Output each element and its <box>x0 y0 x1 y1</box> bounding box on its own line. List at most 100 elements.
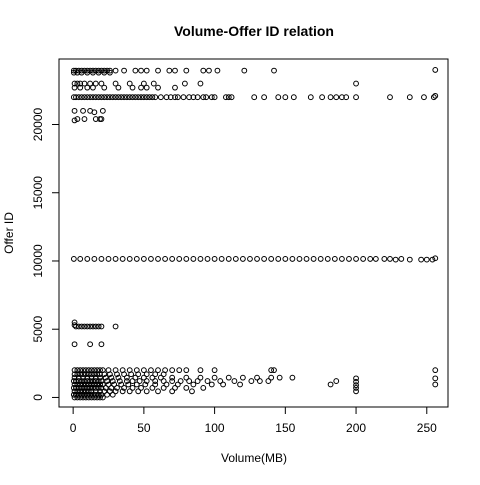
data-point <box>115 84 122 91</box>
data-point <box>271 67 277 74</box>
data-point <box>152 94 159 101</box>
data-point <box>324 256 331 262</box>
data-point <box>112 94 119 101</box>
data-point <box>239 374 246 381</box>
data-point <box>126 388 133 395</box>
data-point <box>155 367 161 374</box>
data-point <box>92 116 99 122</box>
data-point <box>74 394 81 401</box>
data-point <box>381 256 388 262</box>
data-point <box>98 341 105 348</box>
data-point <box>228 94 235 101</box>
data-point <box>177 378 184 384</box>
data-point <box>98 116 105 122</box>
x-axis: 0 50 100 150 200 250 <box>70 406 437 435</box>
data-point <box>275 94 282 101</box>
data-point <box>138 384 144 391</box>
data-point <box>183 384 190 391</box>
data-point <box>129 384 136 391</box>
data-point <box>204 256 211 262</box>
data-point <box>81 94 88 101</box>
data-point <box>132 67 139 74</box>
data-point <box>78 94 85 101</box>
data-point <box>116 378 123 384</box>
data-point <box>339 94 345 101</box>
data-point <box>206 67 212 74</box>
data-point <box>77 388 84 395</box>
data-point <box>108 374 115 381</box>
data-point <box>82 388 89 395</box>
data-point <box>99 381 106 388</box>
data-point <box>81 384 88 391</box>
data-point <box>94 371 101 378</box>
data-point <box>289 374 296 381</box>
data-point <box>90 94 96 101</box>
data-point <box>77 84 84 91</box>
data-point <box>190 381 197 388</box>
data-point <box>104 391 110 398</box>
data-point <box>128 371 135 378</box>
data-point <box>126 94 133 101</box>
data-point <box>155 388 161 395</box>
data-point <box>183 67 190 74</box>
data-point <box>119 388 126 395</box>
data-point <box>94 367 101 374</box>
data-point <box>84 94 91 101</box>
data-point <box>162 256 168 262</box>
data-point <box>256 378 263 384</box>
data-point <box>194 94 201 101</box>
data-point <box>80 381 86 388</box>
data-point <box>135 94 142 101</box>
data-point <box>74 80 81 87</box>
data-point <box>143 94 150 101</box>
data-point <box>112 323 119 330</box>
data-point <box>406 94 413 101</box>
data-point <box>174 94 181 101</box>
data-point <box>398 256 405 262</box>
data-point <box>75 391 82 398</box>
data-point <box>138 84 144 91</box>
data-point <box>149 94 156 101</box>
data-point <box>172 84 178 91</box>
y-tick-label: 15000 <box>31 176 45 210</box>
data-point <box>75 384 82 391</box>
data-point <box>74 367 81 374</box>
data-point <box>135 371 142 378</box>
data-point <box>140 80 147 87</box>
data-point <box>84 323 91 330</box>
data-point <box>70 69 77 76</box>
data-point <box>132 94 139 101</box>
data-point <box>84 256 91 262</box>
data-point <box>101 84 108 91</box>
data-point <box>84 67 91 74</box>
x-tick-label: 250 <box>417 421 437 435</box>
data-point <box>92 384 99 391</box>
data-point <box>75 374 82 381</box>
data-point <box>101 94 108 101</box>
data-point <box>87 94 94 101</box>
data-point <box>81 378 88 384</box>
data-point <box>353 94 359 101</box>
data-point <box>71 381 78 388</box>
data-point <box>208 94 215 101</box>
data-point <box>84 69 91 76</box>
data-point <box>107 388 113 395</box>
data-point <box>87 80 94 87</box>
data-point <box>92 94 99 101</box>
data-point <box>432 67 439 73</box>
data-point <box>183 367 190 374</box>
data-point <box>84 384 91 391</box>
data-point <box>142 381 149 388</box>
data-point <box>406 256 413 263</box>
data-point <box>109 391 116 398</box>
data-point <box>155 256 161 262</box>
data-point <box>95 94 102 101</box>
data-point <box>353 256 359 262</box>
data-point <box>136 378 143 384</box>
data-point <box>90 384 96 391</box>
data-point <box>98 94 105 101</box>
data-point <box>85 371 92 378</box>
data-point <box>77 371 84 378</box>
data-point <box>180 94 187 101</box>
plot-frame <box>58 58 449 408</box>
